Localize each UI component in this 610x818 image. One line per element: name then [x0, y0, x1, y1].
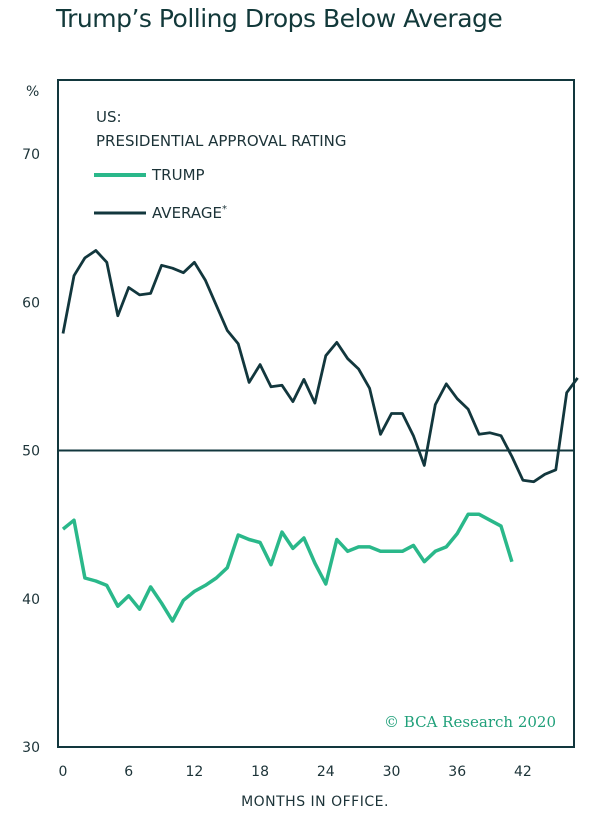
series-line-trump — [61, 512, 514, 623]
chart-title: Trump’s Polling Drops Below Average — [56, 4, 503, 33]
x-tick-label: 6 — [124, 764, 133, 780]
series-line-average — [61, 249, 579, 484]
legend-label-trump: TRUMP — [151, 166, 205, 184]
plot-frame — [57, 79, 575, 748]
x-tick-label: 42 — [514, 764, 532, 780]
subtitle-line-1: US: — [96, 108, 122, 126]
x-axis-label: MONTHS IN OFFICE. — [241, 794, 389, 810]
x-tick-label: 36 — [448, 764, 466, 780]
y-tick-label: 70 — [22, 147, 40, 163]
x-tick-label: 30 — [383, 764, 401, 780]
y-tick-label: 40 — [22, 592, 40, 608]
legend-label-average-text: AVERAGE — [152, 204, 222, 222]
x-tick-label: 24 — [317, 764, 335, 780]
subtitle-line-2: PRESIDENTIAL APPROVAL RATING — [96, 132, 346, 150]
x-tick-label: 0 — [59, 764, 68, 780]
legend-label-average: AVERAGE* — [152, 204, 227, 222]
x-tick-label: 12 — [185, 764, 203, 780]
y-tick-label: 60 — [22, 295, 40, 311]
x-tick-label: 18 — [251, 764, 269, 780]
legend-label-average-asterisk: * — [222, 204, 227, 215]
y-axis-unit: % — [26, 84, 39, 100]
copyright-annotation: © BCA Research 2020 — [384, 713, 556, 731]
y-tick-label: 50 — [22, 444, 40, 460]
y-tick-label: 30 — [22, 740, 40, 756]
